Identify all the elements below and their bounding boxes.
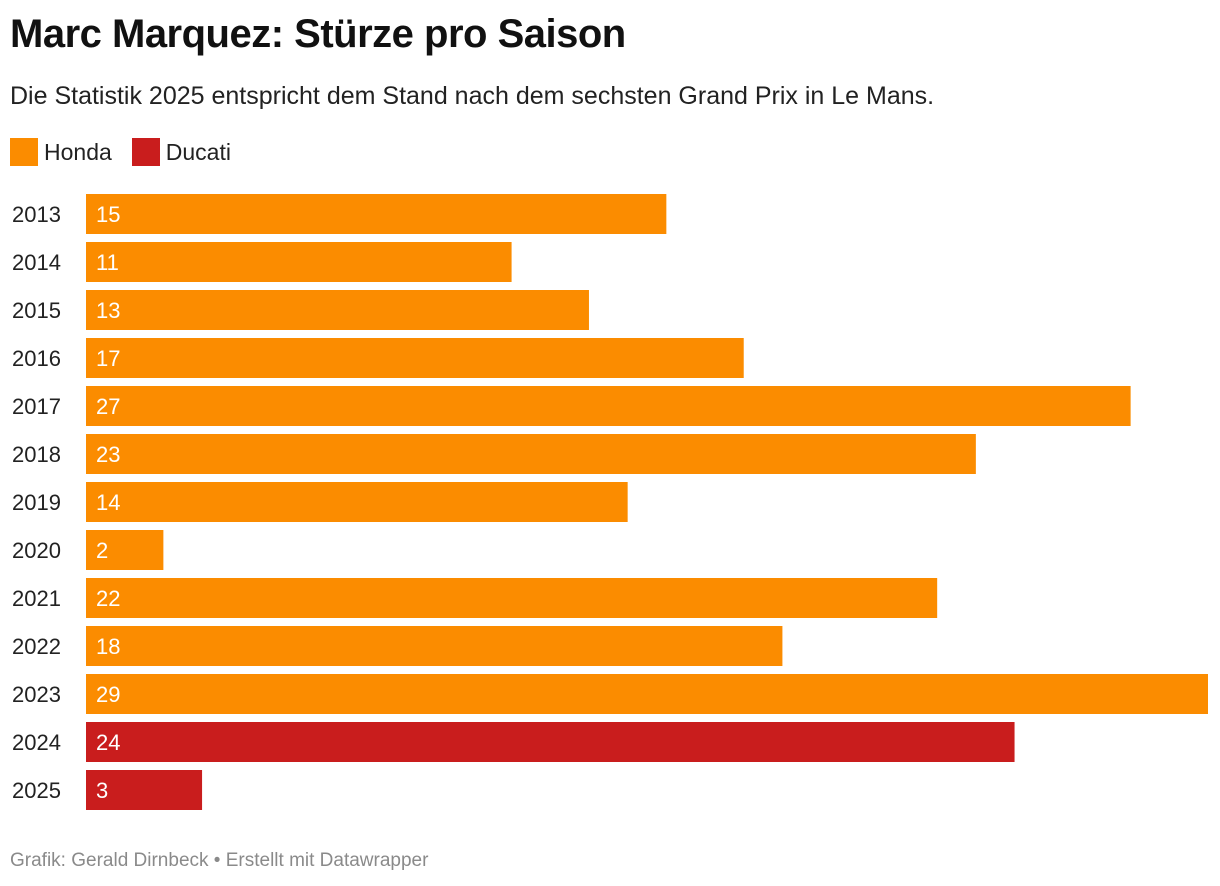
value-label-2025: 3 bbox=[96, 778, 108, 803]
bar-2018 bbox=[86, 434, 976, 474]
value-label-2019: 14 bbox=[96, 490, 120, 515]
category-label-2021: 2021 bbox=[12, 586, 61, 611]
value-label-2014: 11 bbox=[96, 250, 119, 275]
category-label-2018: 2018 bbox=[12, 442, 61, 467]
legend-swatch-honda bbox=[10, 138, 38, 166]
legend-item-ducati: Ducati bbox=[131, 138, 231, 166]
bar-2013 bbox=[86, 194, 667, 234]
value-label-2023: 29 bbox=[96, 682, 120, 707]
footer-credit: Grafik: Gerald Dirnbeck • Erstellt mit D… bbox=[10, 850, 429, 871]
value-label-2021: 22 bbox=[96, 586, 120, 611]
legend-item-honda: Honda bbox=[10, 138, 112, 166]
bar-2022 bbox=[86, 626, 783, 666]
value-label-2024: 24 bbox=[96, 730, 120, 755]
legend: Honda Ducati bbox=[10, 138, 251, 166]
bar-2023 bbox=[86, 674, 1208, 714]
value-label-2018: 23 bbox=[96, 442, 120, 467]
category-label-2016: 2016 bbox=[12, 346, 61, 371]
category-label-2022: 2022 bbox=[12, 634, 61, 659]
legend-label-honda: Honda bbox=[44, 138, 112, 165]
value-label-2020: 2 bbox=[96, 538, 108, 563]
value-label-2013: 15 bbox=[96, 202, 120, 227]
category-label-2014: 2014 bbox=[12, 250, 61, 275]
bar-2024 bbox=[86, 722, 1015, 762]
category-label-2020: 2020 bbox=[12, 538, 61, 563]
chart-title: Marc Marquez: Stürze pro Saison bbox=[10, 12, 626, 56]
category-label-2019: 2019 bbox=[12, 490, 61, 515]
legend-label-ducati: Ducati bbox=[165, 138, 231, 165]
category-label-2013: 2013 bbox=[12, 202, 61, 227]
value-label-2022: 18 bbox=[96, 634, 120, 659]
bar-2014 bbox=[86, 242, 512, 282]
category-label-2017: 2017 bbox=[12, 394, 61, 419]
chart-subtitle: Die Statistik 2025 entspricht dem Stand … bbox=[10, 82, 935, 110]
category-label-2015: 2015 bbox=[12, 298, 61, 323]
value-label-2016: 17 bbox=[96, 346, 120, 371]
bar-2016 bbox=[86, 338, 744, 378]
category-label-2023: 2023 bbox=[12, 682, 61, 707]
value-label-2017: 27 bbox=[96, 394, 120, 419]
bar-2020 bbox=[86, 530, 164, 570]
value-label-2015: 13 bbox=[96, 298, 120, 323]
bar-2019 bbox=[86, 482, 628, 522]
bar-2021 bbox=[86, 578, 938, 618]
bar-2025 bbox=[86, 770, 203, 810]
category-label-2024: 2024 bbox=[12, 730, 61, 755]
bar-2017 bbox=[86, 386, 1131, 426]
legend-swatch-ducati bbox=[131, 138, 160, 166]
category-label-2025: 2025 bbox=[12, 778, 61, 803]
bar-2015 bbox=[86, 290, 589, 330]
